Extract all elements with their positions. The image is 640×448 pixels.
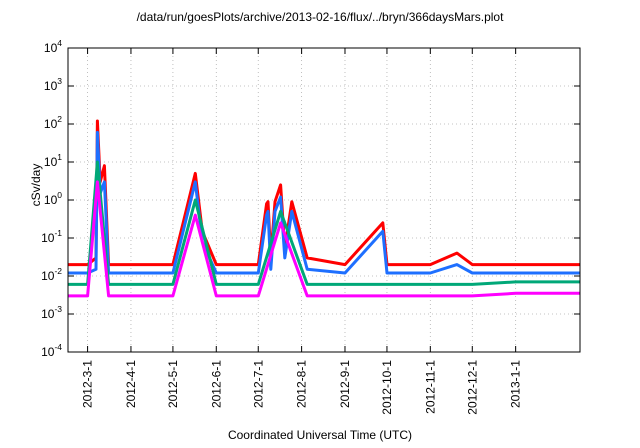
y-tick-label: 103 xyxy=(44,76,62,93)
y-tick-exponent: 4 xyxy=(57,38,62,48)
x-axis-label: Coordinated Universal Time (UTC) xyxy=(227,428,413,442)
y-tick-base: 10 xyxy=(41,231,55,245)
y-tick-exponent: -2 xyxy=(54,266,62,276)
chart-title: /data/run/goesPlots/archive/2013-02-16/f… xyxy=(136,10,504,24)
x-tick-label: 2012-5-1 xyxy=(166,360,180,408)
y-tick-exponent: -4 xyxy=(54,342,62,352)
y-tick-label: 10-2 xyxy=(41,266,62,283)
y-tick-base: 10 xyxy=(44,117,58,131)
y-tick-base: 10 xyxy=(41,345,55,359)
x-tick-label: 2013-1-1 xyxy=(509,360,523,408)
x-tick-label: 2012-11-1 xyxy=(423,360,437,414)
x-tick-label: 2012-8-1 xyxy=(295,360,309,408)
y-tick-base: 10 xyxy=(41,269,55,283)
series-line-2 xyxy=(68,130,580,275)
y-tick-label: 10-1 xyxy=(41,228,62,245)
grid-lines xyxy=(68,48,580,352)
x-tick-labels: 2012-3-1 2012-4-1 2012-5-1 2012-6-1 2012-7-1… xyxy=(81,360,523,415)
y-tick-exponent: 1 xyxy=(57,152,62,162)
series-line-4 xyxy=(68,180,580,298)
y-tick-base: 10 xyxy=(44,79,58,93)
y-tick-base: 10 xyxy=(44,155,58,169)
y-tick-label: 100 xyxy=(44,190,62,207)
y-tick-label: 10-3 xyxy=(41,304,62,321)
y-tick-exponent: -1 xyxy=(54,228,62,238)
y-tick-base: 10 xyxy=(41,307,55,321)
x-tick-label: 2012-4-1 xyxy=(124,360,138,408)
y-tick-base: 10 xyxy=(44,193,58,207)
x-tick-label: 2012-7-1 xyxy=(251,360,265,408)
y-tick-label: 101 xyxy=(44,152,62,169)
x-tick-label: 2012-9-1 xyxy=(338,360,352,408)
x-tick-label: 2012-3-1 xyxy=(81,360,95,408)
y-tick-exponent: 2 xyxy=(57,114,62,124)
y-tick-base: 10 xyxy=(44,41,58,55)
series-line-1 xyxy=(68,119,580,267)
y-tick-label: 104 xyxy=(44,38,62,55)
y-axis-label: cSv/day xyxy=(29,163,43,207)
x-tick-label: 2012-6-1 xyxy=(209,360,223,408)
x-tick-label: 2012-10-1 xyxy=(380,360,394,415)
y-tick-label: 102 xyxy=(44,114,62,131)
axis-frame xyxy=(67,47,581,353)
y-tick-exponent: 3 xyxy=(57,76,62,86)
x-tick-label: 2012-12-1 xyxy=(465,360,479,415)
y-tick-exponent: -3 xyxy=(54,304,62,314)
y-tick-label: 10-4 xyxy=(41,342,62,359)
series-layer xyxy=(68,119,580,298)
y-tick-exponent: 0 xyxy=(57,190,62,200)
plot-frame xyxy=(67,47,581,353)
